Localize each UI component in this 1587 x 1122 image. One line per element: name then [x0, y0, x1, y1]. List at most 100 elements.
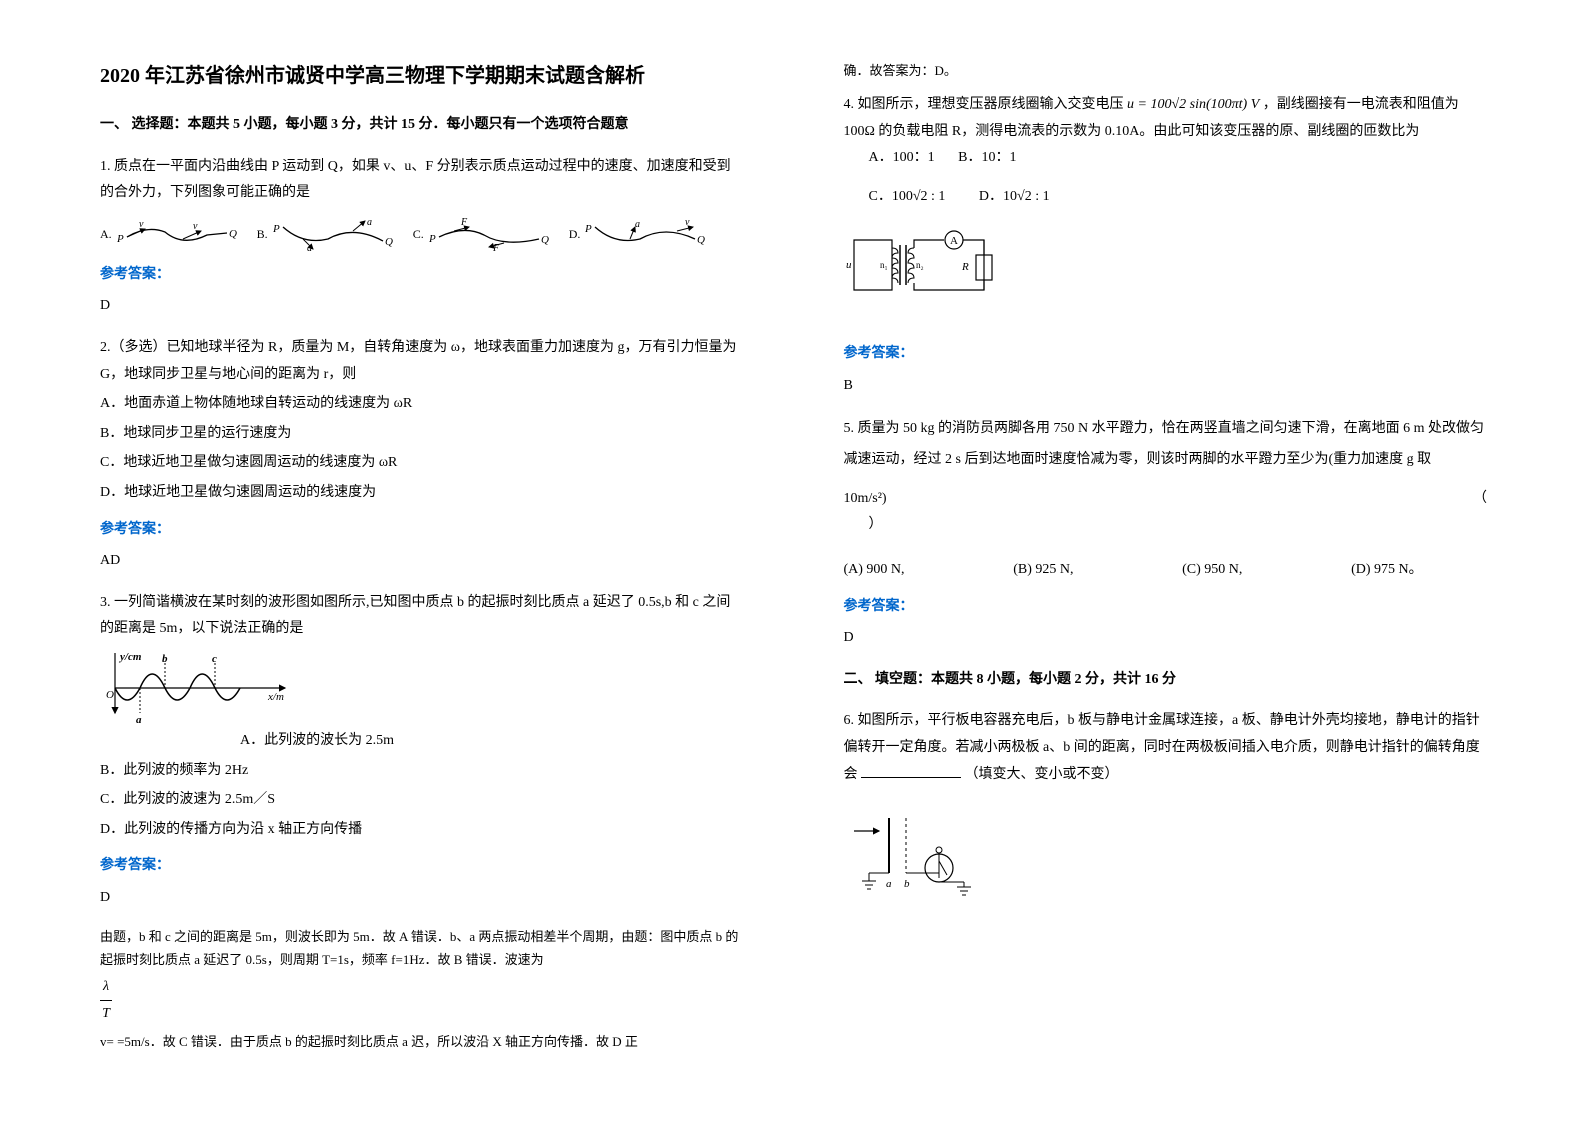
q3-analysis2: v= =5m/s．故 C 错误．由于质点 b 的起振时刻比质点 a 迟，所以波沿… — [100, 1031, 744, 1053]
lambda-symbol: λ — [100, 974, 112, 1002]
svg-text:P: P — [585, 223, 592, 235]
transformer-circuit-icon: u n₁ n₂ A R — [844, 220, 1004, 310]
svg-text:v: v — [193, 221, 198, 232]
q2-opt-c: C．地球近地卫星做匀速圆周运动的线速度为 ωR — [100, 450, 744, 477]
q3-answer: D — [100, 885, 744, 912]
q5-opt-b: (B) 925 N, — [1013, 557, 1073, 584]
q1-option-c: C. P F F Q — [413, 217, 549, 252]
svg-text:Q: Q — [385, 236, 393, 248]
q2-answer: AD — [100, 548, 744, 575]
q1-figures: A. P v v Q B. P a — [100, 217, 744, 252]
q3-continuation: 确．故答案为：D。 — [844, 60, 1488, 82]
svg-text:u: u — [846, 259, 852, 271]
q1-text: 1. 质点在一平面内沿曲线由 P 运动到 Q，如果 v、u、F 分别表示质点运动… — [100, 154, 744, 207]
svg-text:a: a — [136, 714, 142, 723]
q5-opt-a: (A) 900 N, — [844, 557, 905, 584]
svg-text:a: a — [367, 217, 372, 228]
q4-row2: C．100√2 : 1 D．10√2 : 1 — [869, 184, 1488, 211]
svg-text:x/m: x/m — [267, 691, 284, 703]
q1-label-c: C. — [413, 223, 424, 246]
q4-answer-label: 参考答案： — [844, 341, 1488, 368]
q5-opt-c: (C) 950 N, — [1182, 557, 1242, 584]
q5-opt-d: (D) 975 N。 — [1351, 557, 1423, 584]
svg-text:P: P — [273, 223, 280, 235]
question-1: 1. 质点在一平面内沿曲线由 P 运动到 Q，如果 v、u、F 分别表示质点运动… — [100, 154, 744, 320]
svg-text:v: v — [685, 217, 690, 228]
section-2-header: 二、 填空题：本题共 8 小题，每小题 2 分，共计 16 分 — [844, 667, 1488, 694]
bracket-close: ） — [869, 512, 1488, 539]
svg-text:a: a — [307, 243, 312, 252]
curve-icon-d: P a v Q — [585, 217, 705, 252]
t-symbol: T — [100, 1001, 112, 1028]
q4-answer: B — [844, 373, 1488, 400]
q1-answer-label: 参考答案： — [100, 262, 744, 289]
q5-text2: 10m/s²) （ — [844, 486, 1488, 513]
q3-opt-d: D．此列波的传播方向为沿 x 轴正方向传播 — [100, 817, 744, 844]
q3-opt-b: B．此列波的频率为 2Hz — [100, 758, 744, 785]
svg-text:P: P — [429, 233, 436, 245]
svg-text:c: c — [212, 653, 217, 665]
p-label: P — [117, 233, 124, 245]
q2-opt-b: B．地球同步卫星的运行速度为 — [100, 421, 744, 448]
svg-text:Q: Q — [541, 234, 549, 246]
q5-answer-label: 参考答案： — [844, 594, 1488, 621]
svg-text:R: R — [961, 261, 969, 273]
svg-text:Q: Q — [697, 234, 705, 246]
capacitor-circuit-icon: a b — [844, 803, 994, 903]
q5-text: 5. 质量为 50 kg 的消防员两脚各用 750 N 水平蹬力，恰在两竖直墙之… — [844, 414, 1488, 476]
question-2: 2.（多选）已知地球半径为 R，质量为 M，自转角速度为 ω，地球表面重力加速度… — [100, 335, 744, 575]
q4-opt-b: B．10：1 — [958, 150, 1016, 165]
q6-text: 6. 如图所示，平行板电容器充电后，b 板与静电计金属球连接，a 板、静电计外壳… — [844, 713, 1480, 781]
question-6: 6. 如图所示，平行板电容器充电后，b 板与静电计金属球连接，a 板、静电计外壳… — [844, 708, 1488, 903]
q3-opt-c: C．此列波的波速为 2.5m／S — [100, 787, 744, 814]
svg-text:b: b — [904, 878, 910, 890]
curve-icon-b: P a a Q — [273, 217, 393, 252]
q1-label-b: B. — [257, 223, 268, 246]
q1-label-a: A. — [100, 223, 112, 246]
q6-hint: （填变大、变小或不变） — [965, 767, 1119, 782]
bracket-open: （ — [1473, 486, 1487, 513]
q3-formula: λ T — [100, 974, 744, 1028]
q2-opt-d: D．地球近地卫星做匀速圆周运动的线速度为 — [100, 480, 744, 507]
svg-text:O: O — [106, 689, 114, 701]
q4-options: A．100：1 B．10：1 C．100√2 : 1 D．10√2 : 1 — [869, 145, 1488, 210]
q3-analysis: 由题，b 和 c 之间的距离是 5m，则波长即为 5m．故 A 错误．b、a 两… — [100, 926, 744, 970]
svg-text:n₂: n₂ — [916, 260, 924, 270]
q4-text: 4. 如图所示，理想变压器原线圈输入交变电压 — [844, 97, 1124, 112]
svg-text:Q: Q — [229, 228, 237, 240]
q3-text: 3. 一列简谐横波在某时刻的波形图如图所示,已知图中质点 b 的起振时刻比质点 … — [100, 590, 744, 643]
q5-options: (A) 900 N, (B) 925 N, (C) 950 N, (D) 975… — [844, 557, 1423, 584]
q5-answer: D — [844, 625, 1488, 652]
q2-text: 2.（多选）已知地球半径为 R，质量为 M，自转角速度为 ω，地球表面重力加速度… — [100, 335, 744, 388]
svg-text:v: v — [139, 219, 144, 230]
svg-text:n₁: n₁ — [880, 260, 888, 270]
q1-label-d: D. — [569, 223, 581, 246]
section-1-header: 一、 选择题：本题共 5 小题，每小题 3 分，共计 15 分．每小题只有一个选… — [100, 112, 744, 139]
q4-opt-c: C．100√2 : 1 — [869, 189, 946, 204]
q1-option-a: A. P v v Q — [100, 217, 237, 252]
q4-formula: u = 100√2 sin(100πt) V — [1127, 97, 1259, 112]
curve-icon-c: P F F Q — [429, 217, 549, 252]
fill-blank — [861, 777, 961, 778]
svg-text:a: a — [886, 878, 892, 890]
q3-opt-a: A．此列波的波长为 2.5m — [240, 733, 394, 748]
q2-opt-a: A．地面赤道上物体随地球自转运动的线速度为 ωR — [100, 391, 744, 418]
question-3: 3. 一列简谐横波在某时刻的波形图如图所示,已知图中质点 b 的起振时刻比质点 … — [100, 590, 744, 1053]
question-4: 4. 如图所示，理想变压器原线圈输入交变电压 u = 100√2 sin(100… — [844, 92, 1488, 399]
q1-answer: D — [100, 293, 744, 320]
curve-icon-a: P v v Q — [117, 217, 237, 252]
question-5: 5. 质量为 50 kg 的消防员两脚各用 750 N 水平蹬力，恰在两竖直墙之… — [844, 414, 1488, 652]
svg-text:F: F — [460, 217, 468, 228]
q3-answer-label: 参考答案： — [100, 853, 744, 880]
q5-unit: 10m/s²) — [844, 491, 887, 506]
page-title: 2020 年江苏省徐州市诚贤中学高三物理下学期期末试题含解析 — [100, 60, 744, 92]
q1-option-b: B. P a a Q — [257, 217, 393, 252]
q4-row1: A．100：1 B．10：1 — [869, 145, 1488, 172]
right-column: 确．故答案为：D。 4. 如图所示，理想变压器原线圈输入交变电压 u = 100… — [794, 0, 1587, 1122]
svg-text:y/cm: y/cm — [118, 651, 142, 663]
q4-opt-a: A．100：1 — [869, 150, 935, 165]
left-column: 2020 年江苏省徐州市诚贤中学高三物理下学期期末试题含解析 一、 选择题：本题… — [0, 0, 794, 1122]
wave-diagram: y/cm x/m O a b c — [100, 648, 300, 723]
svg-text:A: A — [950, 235, 958, 247]
svg-text:b: b — [162, 653, 168, 665]
